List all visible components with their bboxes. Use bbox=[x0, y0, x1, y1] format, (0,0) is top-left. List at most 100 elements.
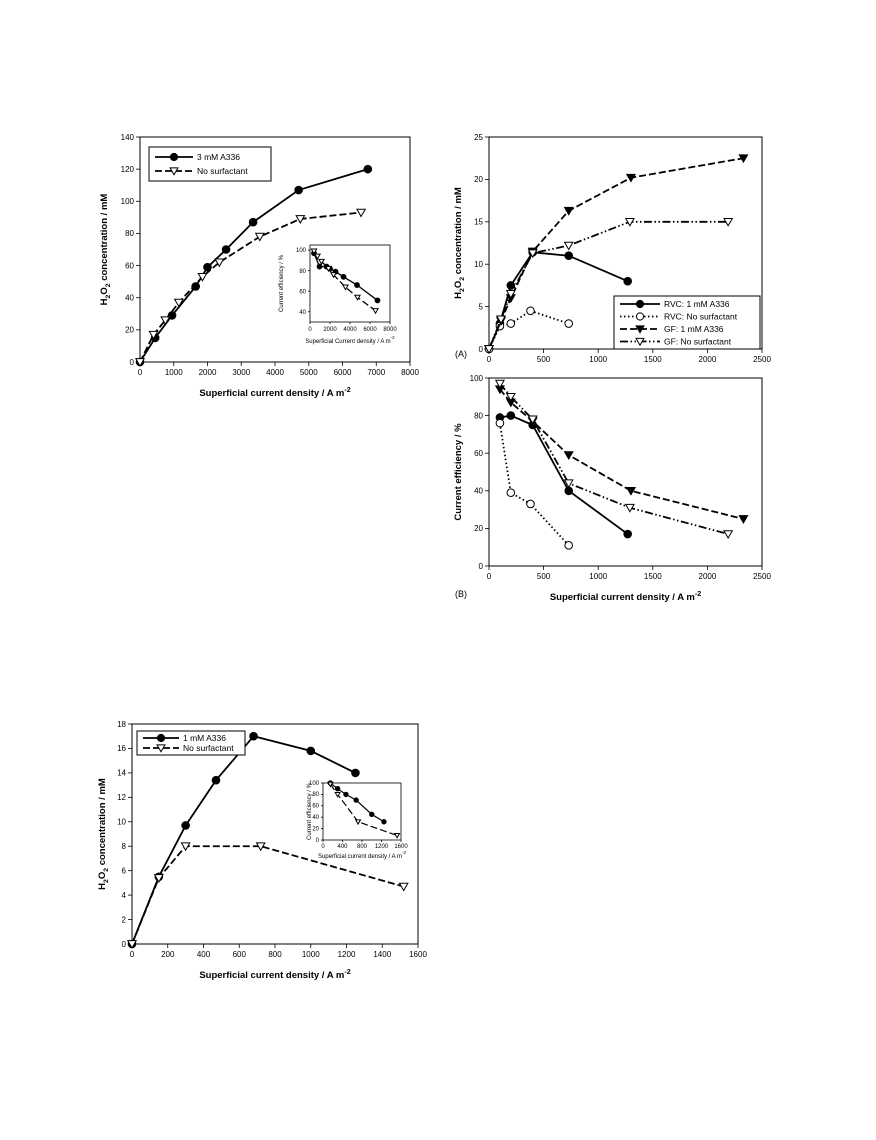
x-tick-label: 1000 bbox=[589, 355, 607, 364]
data-point bbox=[494, 379, 505, 389]
x-tick-label: 0 bbox=[321, 844, 325, 850]
y-tick-label: 60 bbox=[474, 449, 483, 458]
x-axis-label-sup: -2 bbox=[695, 590, 701, 598]
data-point bbox=[363, 164, 373, 174]
y-tick-label: 20 bbox=[312, 826, 319, 832]
x-tick-label: 2000 bbox=[699, 572, 717, 581]
chart-rvc-gf-concentration: 0 500 1000 1500 2000 2500 0 5 10 15 20 25 RVC: 1 mM … bbox=[453, 133, 771, 364]
y-axis-label-part: H bbox=[99, 298, 110, 305]
data-point bbox=[563, 206, 574, 216]
legend-label: GF: 1 mM A336 bbox=[664, 324, 724, 334]
data-point bbox=[306, 746, 316, 756]
y-tick-label: 10 bbox=[117, 818, 126, 827]
x-tick-label: 1000 bbox=[589, 572, 607, 581]
x-axis-label-sup: -2 bbox=[344, 968, 350, 976]
y-tick-label: 0 bbox=[316, 838, 320, 844]
data-point bbox=[527, 415, 538, 425]
y-axis-label: H2O2 concentration / mM bbox=[453, 187, 466, 299]
legend-label: RVC: No surfactant bbox=[664, 312, 738, 322]
y-axis-label-part: concentration / mM bbox=[453, 187, 464, 277]
x-tick-label: 2500 bbox=[753, 572, 771, 581]
data-point bbox=[624, 503, 635, 513]
x-tick-label: 0 bbox=[138, 368, 143, 377]
legend-marker bbox=[635, 312, 645, 321]
y-tick-label: 25 bbox=[474, 133, 483, 142]
data-point bbox=[221, 245, 231, 254]
x-tick-label: 0 bbox=[130, 950, 135, 959]
data-point bbox=[197, 272, 208, 282]
plot-frame bbox=[309, 244, 391, 323]
legend-marker bbox=[635, 325, 645, 334]
data-point bbox=[249, 731, 258, 741]
y-tick-label: 80 bbox=[474, 411, 483, 420]
y-tick-label: 100 bbox=[470, 374, 484, 383]
y-tick-label: 140 bbox=[121, 133, 135, 142]
data-point bbox=[255, 842, 266, 852]
data-point bbox=[353, 294, 362, 301]
data-point bbox=[563, 451, 574, 461]
data-point bbox=[294, 185, 303, 195]
legend-box bbox=[148, 146, 272, 182]
x-tick-label: 1200 bbox=[338, 950, 356, 959]
data-point bbox=[738, 515, 749, 524]
series-line bbox=[499, 422, 570, 546]
inset-y-axis-label: Current efficiency / % bbox=[279, 254, 285, 312]
data-point bbox=[181, 821, 190, 830]
x-tick-label: 500 bbox=[537, 355, 551, 364]
y-tick-label: 40 bbox=[125, 294, 134, 303]
y-tick-label: 8 bbox=[122, 842, 127, 851]
data-point bbox=[527, 249, 538, 259]
y-tick-label: 60 bbox=[125, 261, 134, 270]
data-point bbox=[126, 940, 138, 949]
x-tick-label: 400 bbox=[337, 844, 348, 850]
y-tick-label: 0 bbox=[130, 358, 135, 367]
x-axis-label: Superficial current density / A m-2 bbox=[550, 590, 701, 603]
panel-label-a: (A) bbox=[455, 349, 467, 359]
y-tick-label: 100 bbox=[309, 781, 320, 787]
y-tick-label: 80 bbox=[299, 269, 306, 275]
data-point bbox=[369, 811, 375, 818]
data-point bbox=[180, 842, 191, 852]
data-point bbox=[148, 330, 159, 340]
y-tick-label: 60 bbox=[312, 804, 319, 810]
x-tick-label: 4000 bbox=[266, 368, 284, 377]
data-point bbox=[211, 775, 221, 785]
x-tick-label: 1600 bbox=[409, 950, 427, 959]
y-tick-label: 5 bbox=[479, 302, 484, 311]
y-axis-label: Current efficiency / % bbox=[453, 423, 464, 521]
data-point bbox=[505, 392, 516, 402]
data-point bbox=[334, 791, 341, 798]
data-point bbox=[506, 488, 516, 497]
inset-x-axis-label-main: Superficial current density / A m bbox=[318, 854, 402, 860]
legend-marker bbox=[635, 337, 645, 347]
data-point bbox=[254, 232, 265, 242]
legend-marker bbox=[156, 744, 166, 753]
panel-label-b: (B) bbox=[455, 589, 467, 599]
data-point bbox=[526, 499, 535, 509]
y-axis-label-part: O bbox=[453, 281, 464, 288]
data-point bbox=[153, 874, 164, 883]
y-axis-label-part: 2 bbox=[103, 868, 110, 872]
x-tick-label: 2000 bbox=[199, 368, 217, 377]
y-tick-label: 100 bbox=[296, 248, 307, 254]
data-point bbox=[495, 315, 507, 325]
y-tick-label: 4 bbox=[122, 891, 127, 900]
data-point bbox=[340, 273, 347, 280]
x-tick-label: 500 bbox=[537, 572, 551, 581]
series-line bbox=[329, 783, 398, 837]
data-point bbox=[134, 358, 146, 367]
plot-frame bbox=[322, 782, 402, 841]
y-tick-label: 20 bbox=[474, 524, 483, 533]
x-tick-label: 2500 bbox=[753, 355, 771, 364]
data-point bbox=[295, 215, 306, 224]
data-point bbox=[356, 208, 367, 218]
data-point bbox=[341, 284, 350, 291]
inset-x-axis-label-sup: -2 bbox=[402, 850, 406, 855]
data-point bbox=[374, 297, 381, 304]
x-tick-label: 3000 bbox=[232, 368, 250, 377]
x-axis-label-sup: -2 bbox=[344, 386, 350, 394]
y-tick-label: 12 bbox=[117, 793, 126, 802]
legend-label: 1 mM A336 bbox=[183, 733, 226, 743]
y-axis-label-part: H bbox=[97, 883, 108, 890]
